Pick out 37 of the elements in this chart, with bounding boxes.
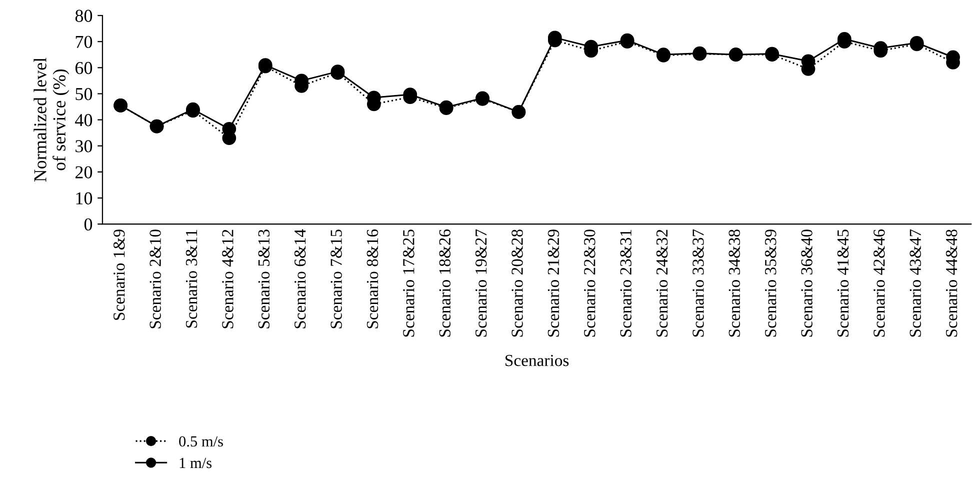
legend-label: 0.5 m/s bbox=[179, 436, 223, 447]
x-tick-label: Scenario 43&47 bbox=[910, 229, 921, 337]
x-tick-label: Scenario 3&11 bbox=[186, 230, 198, 328]
x-tick-label: Scenario 1&9 bbox=[114, 230, 125, 320]
legend-label: 1 m/s bbox=[180, 458, 212, 468]
y-tick-label: 0 bbox=[84, 218, 92, 231]
x-tick-label: Scenario 35&39 bbox=[764, 230, 776, 337]
y-tick-label: 70 bbox=[76, 36, 92, 48]
x-tick-label: Scenario 42&46 bbox=[874, 229, 885, 337]
x-tick-label: Scenario 8&16 bbox=[366, 229, 378, 328]
x-tick-label: Scenario 34&38 bbox=[728, 230, 740, 337]
x-tick-label: Scenario 5&13 bbox=[258, 230, 270, 328]
y-tick-label: 60 bbox=[75, 62, 92, 74]
y-tick-label: 10 bbox=[76, 192, 92, 204]
x-tick-label: Scenario 20&28 bbox=[512, 230, 523, 337]
x-tick-label: Scenario 44&48 bbox=[946, 230, 958, 337]
x-tick-label: Scenario 23&31 bbox=[620, 230, 632, 337]
y-tick-label: 30 bbox=[76, 140, 92, 152]
y-axis-title: Normalized level of service (%) bbox=[34, 58, 70, 182]
x-tick-label: Scenario 4&12 bbox=[222, 230, 234, 328]
y-tick-label: 40 bbox=[75, 114, 92, 126]
x-tick-label: Scenario 6&14 bbox=[294, 229, 306, 328]
x-tick-label: Scenario 21&29 bbox=[548, 230, 560, 337]
x-tick-label: Scenario 36&40 bbox=[801, 230, 812, 337]
x-tick-label: Scenario 17&25 bbox=[403, 230, 414, 337]
x-tick-label: Scenario 19&27 bbox=[475, 229, 487, 337]
y-tick-label: 80 bbox=[75, 10, 92, 22]
x-tick-label: Scenario 2&10 bbox=[150, 230, 161, 328]
y-tick-label: 50 bbox=[76, 88, 92, 100]
x-tick-label: Scenario 41&45 bbox=[837, 230, 849, 337]
x-tick-label: Scenario 22&30 bbox=[584, 230, 596, 337]
x-tick-label: Scenario 33&37 bbox=[692, 229, 704, 337]
x-tick-label: Scenario 24&32 bbox=[656, 230, 668, 337]
y-tick-label: 20 bbox=[75, 166, 92, 178]
x-tick-label: Scenario 18&26 bbox=[439, 229, 450, 337]
x-tick-label: Scenario 7&15 bbox=[330, 230, 342, 328]
x-axis-title: Scenarios bbox=[506, 354, 569, 366]
